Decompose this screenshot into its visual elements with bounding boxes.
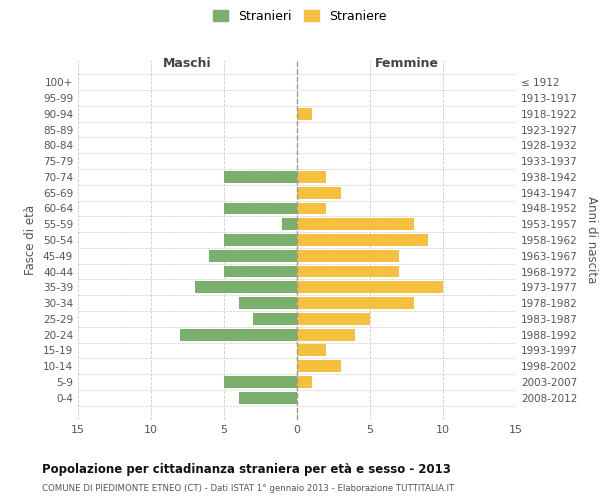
Bar — [297, 171, 326, 183]
Bar — [224, 376, 297, 388]
Bar — [297, 202, 326, 214]
Bar — [224, 234, 297, 246]
Bar — [297, 250, 399, 262]
Bar — [297, 313, 370, 325]
Bar — [297, 218, 414, 230]
Bar — [297, 234, 428, 246]
Bar — [209, 250, 297, 262]
Bar — [224, 171, 297, 183]
Bar — [297, 328, 355, 340]
Bar — [253, 313, 297, 325]
Bar — [297, 108, 311, 120]
Bar — [297, 282, 443, 293]
Bar — [180, 328, 297, 340]
Text: COMUNE DI PIEDIMONTE ETNEO (CT) - Dati ISTAT 1° gennaio 2013 - Elaborazione TUTT: COMUNE DI PIEDIMONTE ETNEO (CT) - Dati I… — [42, 484, 454, 493]
Bar — [297, 187, 341, 198]
Bar — [297, 360, 341, 372]
Bar — [297, 344, 326, 356]
Text: Popolazione per cittadinanza straniera per età e sesso - 2013: Popolazione per cittadinanza straniera p… — [42, 462, 451, 475]
Text: Femmine: Femmine — [374, 56, 439, 70]
Bar — [239, 297, 297, 309]
Bar — [297, 297, 414, 309]
Legend: Stranieri, Straniere: Stranieri, Straniere — [209, 6, 391, 26]
Y-axis label: Fasce di età: Fasce di età — [25, 205, 37, 275]
Y-axis label: Anni di nascita: Anni di nascita — [584, 196, 598, 284]
Bar — [224, 266, 297, 278]
Bar — [283, 218, 297, 230]
Bar — [239, 392, 297, 404]
Text: Maschi: Maschi — [163, 56, 212, 70]
Bar — [195, 282, 297, 293]
Bar — [224, 202, 297, 214]
Bar — [297, 376, 311, 388]
Bar — [297, 266, 399, 278]
